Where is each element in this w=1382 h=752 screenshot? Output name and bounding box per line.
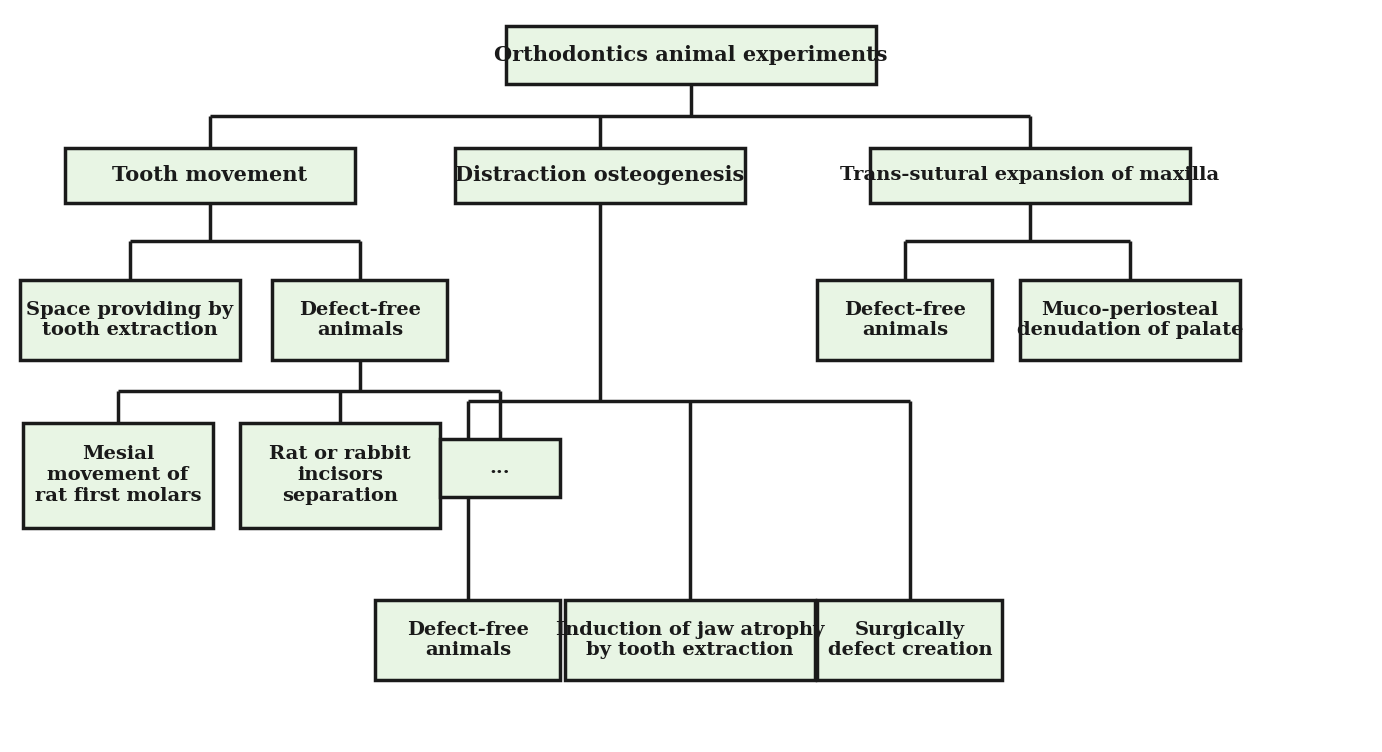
FancyBboxPatch shape xyxy=(439,439,560,497)
FancyBboxPatch shape xyxy=(23,423,213,527)
Text: Trans-sutural expansion of maxilla: Trans-sutural expansion of maxilla xyxy=(840,166,1220,184)
Text: Surgically
defect creation: Surgically defect creation xyxy=(828,620,992,660)
Text: Defect-free
animals: Defect-free animals xyxy=(299,301,422,339)
FancyBboxPatch shape xyxy=(272,280,448,360)
FancyBboxPatch shape xyxy=(19,280,240,360)
Text: Distraction osteogenesis: Distraction osteogenesis xyxy=(456,165,745,185)
FancyBboxPatch shape xyxy=(506,26,876,84)
Text: Tooth movement: Tooth movement xyxy=(112,165,308,185)
Text: ...: ... xyxy=(489,459,510,477)
Text: Orthodontics animal experiments: Orthodontics animal experiments xyxy=(495,45,887,65)
FancyBboxPatch shape xyxy=(65,147,355,202)
Text: Mesial
movement of
rat first molars: Mesial movement of rat first molars xyxy=(35,445,202,505)
Text: Rat or rabbit
incisors
separation: Rat or rabbit incisors separation xyxy=(269,445,410,505)
Text: Space providing by
tooth extraction: Space providing by tooth extraction xyxy=(26,301,234,339)
FancyBboxPatch shape xyxy=(1020,280,1240,360)
FancyBboxPatch shape xyxy=(818,600,1002,680)
FancyBboxPatch shape xyxy=(871,147,1190,202)
FancyBboxPatch shape xyxy=(376,600,561,680)
FancyBboxPatch shape xyxy=(455,147,745,202)
FancyBboxPatch shape xyxy=(565,600,815,680)
FancyBboxPatch shape xyxy=(240,423,439,527)
Text: Defect-free
animals: Defect-free animals xyxy=(844,301,966,339)
FancyBboxPatch shape xyxy=(818,280,992,360)
Text: Muco-periosteal
denudation of palate: Muco-periosteal denudation of palate xyxy=(1017,301,1244,339)
Text: Defect-free
animals: Defect-free animals xyxy=(408,620,529,660)
Text: Induction of jaw atrophy
by tooth extraction: Induction of jaw atrophy by tooth extrac… xyxy=(556,620,824,660)
